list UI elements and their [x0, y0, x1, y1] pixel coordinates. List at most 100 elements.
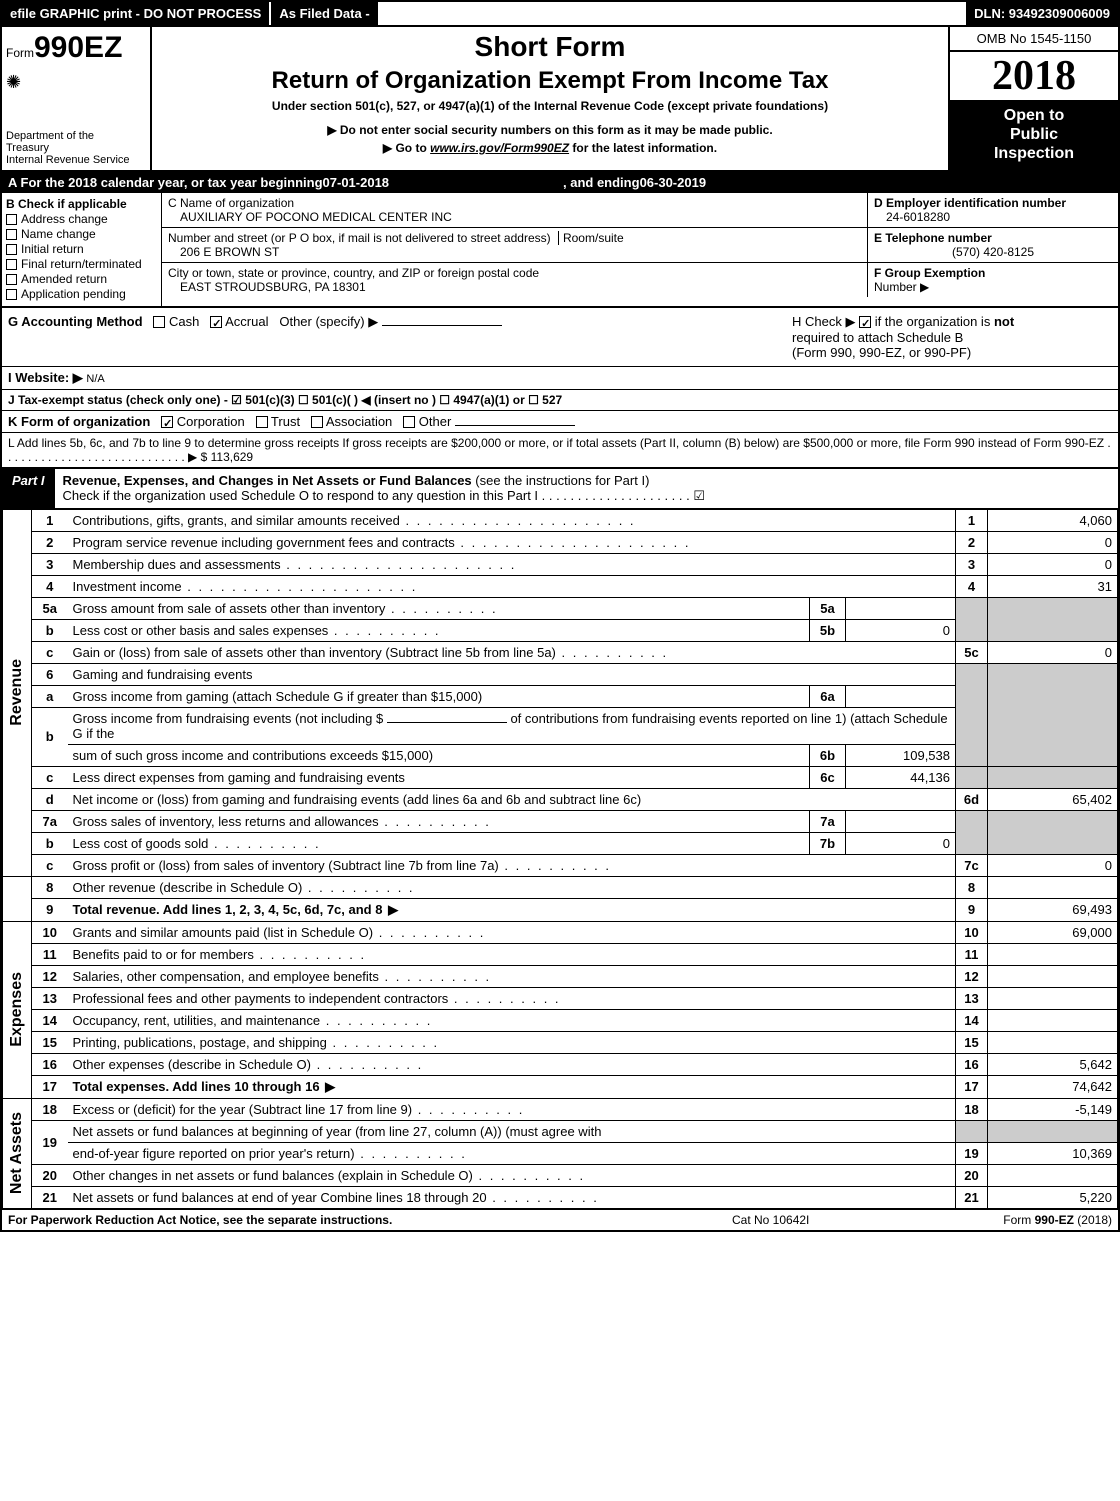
- under-section: Under section 501(c), 527, or 4947(a)(1)…: [160, 99, 940, 113]
- cell-E: E Telephone number (570) 420-8125: [868, 228, 1118, 263]
- topbar-efile: efile GRAPHIC print - DO NOT PROCESS: [2, 2, 269, 25]
- col-CDEF: C Name of organization AUXILIARY OF POCO…: [162, 193, 1118, 306]
- line-7a: 7a Gross sales of inventory, less return…: [3, 810, 1118, 832]
- chk-accrual[interactable]: [210, 316, 222, 328]
- room-label: Room/suite: [558, 231, 624, 245]
- footer: For Paperwork Reduction Act Notice, see …: [2, 1209, 1118, 1230]
- line-2: 2 Program service revenue including gove…: [3, 531, 1118, 553]
- cell-addr: Number and street (or P O box, if mail i…: [162, 228, 868, 263]
- line-8: 8 Other revenue (describe in Schedule O)…: [3, 876, 1118, 898]
- form-prefix: Form: [6, 46, 34, 60]
- row-I: I Website: ▶ N/A: [2, 367, 1118, 390]
- chk-corp[interactable]: [161, 416, 173, 428]
- addr-value: 206 E BROWN ST: [168, 245, 861, 259]
- line-4: 4 Investment income 4 31: [3, 575, 1118, 597]
- row-GH: G Accounting Method Cash Accrual Other (…: [2, 308, 1118, 367]
- contrib-amount-input[interactable]: [387, 722, 507, 723]
- row-L: L Add lines 5b, 6c, and 7b to line 9 to …: [2, 433, 1118, 469]
- open-line3: Inspection: [954, 144, 1114, 163]
- line-17: 17 Total expenses. Add lines 10 through …: [3, 1075, 1118, 1098]
- rowA-end: 06-30-2019: [640, 175, 707, 190]
- line-5c: c Gain or (loss) from sale of assets oth…: [3, 641, 1118, 663]
- cell-D: D Employer identification number 24-6018…: [868, 193, 1118, 228]
- col-G: G Accounting Method Cash Accrual Other (…: [8, 314, 792, 360]
- line-19a: 19 Net assets or fund balances at beginn…: [3, 1120, 1118, 1142]
- F-label: F Group Exemption: [874, 266, 985, 280]
- other-specify-input[interactable]: [382, 325, 502, 326]
- I-label: I Website: ▶: [8, 370, 83, 385]
- goto-prefix: ▶ Go to: [383, 141, 430, 155]
- chk-H[interactable]: [859, 316, 871, 328]
- topbar-asfiled: As Filed Data -: [269, 2, 377, 25]
- part1-table: Revenue 1 Contributions, gifts, grants, …: [2, 509, 1118, 1209]
- chk-assoc[interactable]: [311, 416, 323, 428]
- city-label: City or town, state or province, country…: [168, 266, 861, 280]
- C-label: C Name of organization: [168, 196, 861, 210]
- line-19b: end-of-year figure reported on prior yea…: [3, 1142, 1118, 1164]
- line-1: Revenue 1 Contributions, gifts, grants, …: [3, 509, 1118, 531]
- chk-cash[interactable]: [153, 316, 165, 328]
- header-center: Short Form Return of Organization Exempt…: [152, 27, 948, 170]
- chk-other-org[interactable]: [403, 416, 415, 428]
- chk-trust[interactable]: [256, 416, 268, 428]
- J-text: J Tax-exempt status (check only one) - ☑…: [8, 393, 562, 407]
- part1-title-bold: Revenue, Expenses, and Changes in Net As…: [63, 473, 472, 488]
- cell-C: C Name of organization AUXILIARY OF POCO…: [162, 193, 868, 228]
- tax-year: 2018: [950, 52, 1118, 100]
- line-6b: b Gross income from fundraising events (…: [3, 707, 1118, 744]
- line-13: 13 Professional fees and other payments …: [3, 987, 1118, 1009]
- rowA-begin: 07-01-2018: [323, 175, 390, 190]
- irs-icon: ✺: [6, 72, 146, 93]
- other-org-input[interactable]: [455, 425, 575, 426]
- phone-value: (570) 420-8125: [874, 245, 1112, 259]
- chk-initial-return[interactable]: Initial return: [6, 242, 157, 256]
- open-line1: Open to: [954, 106, 1114, 125]
- rowA-prefix: A For the 2018 calendar year, or tax yea…: [8, 175, 323, 190]
- chk-final-return[interactable]: Final return/terminated: [6, 257, 157, 271]
- dept-line2: Treasury: [6, 142, 146, 154]
- cell-city: City or town, state or province, country…: [162, 263, 868, 297]
- dept-label: Department of the Treasury Internal Reve…: [6, 130, 146, 166]
- line-6c: c Less direct expenses from gaming and f…: [3, 766, 1118, 788]
- city-value: EAST STROUDSBURG, PA 18301: [168, 280, 861, 294]
- chk-address-change[interactable]: Address change: [6, 212, 157, 226]
- dept-line1: Department of the: [6, 130, 146, 142]
- open-to-public: Open to Public Inspection: [950, 100, 1118, 170]
- section-B-to-F: B Check if applicable Address change Nam…: [2, 193, 1118, 308]
- omb-number: OMB No 1545-1150: [950, 27, 1118, 52]
- part1-label: Part I: [2, 469, 55, 508]
- chk-name-change[interactable]: Name change: [6, 227, 157, 241]
- topbar-gap: [378, 2, 966, 25]
- part1-sub: Check if the organization used Schedule …: [63, 488, 705, 503]
- G-label: G Accounting Method: [8, 314, 143, 329]
- D-label: D Employer identification number: [874, 196, 1112, 210]
- form-container: efile GRAPHIC print - DO NOT PROCESS As …: [0, 0, 1120, 1232]
- footer-left: For Paperwork Reduction Act Notice, see …: [8, 1213, 732, 1227]
- org-name: AUXILIARY OF POCONO MEDICAL CENTER INC: [168, 210, 861, 224]
- line-6a: a Gross income from gaming (attach Sched…: [3, 685, 1118, 707]
- return-title: Return of Organization Exempt From Incom…: [160, 67, 940, 95]
- row-K: K Form of organization Corporation Trust…: [2, 411, 1118, 433]
- header-left: Form990EZ ✺ Department of the Treasury I…: [2, 27, 152, 170]
- L-text: L Add lines 5b, 6c, and 7b to line 9 to …: [8, 436, 1111, 464]
- vlabel-expenses: Expenses: [3, 921, 32, 1098]
- ein-value: 24-6018280: [874, 210, 1112, 224]
- line-11: 11 Benefits paid to or for members 11: [3, 943, 1118, 965]
- line-6d: d Net income or (loss) from gaming and f…: [3, 788, 1118, 810]
- line-21: 21 Net assets or fund balances at end of…: [3, 1186, 1118, 1208]
- chk-amended-return[interactable]: Amended return: [6, 272, 157, 286]
- line-16: 16 Other expenses (describe in Schedule …: [3, 1053, 1118, 1075]
- line-3: 3 Membership dues and assessments 3 0: [3, 553, 1118, 575]
- rowA-mid: , and ending: [563, 175, 640, 190]
- goto-line: ▶ Go to www.irs.gov/Form990EZ for the la…: [160, 141, 940, 155]
- line-7c: c Gross profit or (loss) from sales of i…: [3, 854, 1118, 876]
- line-12: 12 Salaries, other compensation, and emp…: [3, 965, 1118, 987]
- goto-link[interactable]: www.irs.gov/Form990EZ: [430, 141, 569, 155]
- short-form-title: Short Form: [160, 31, 940, 63]
- line-14: 14 Occupancy, rent, utilities, and maint…: [3, 1009, 1118, 1031]
- addr-label: Number and street (or P O box, if mail i…: [168, 231, 551, 245]
- line-5b: b Less cost or other basis and sales exp…: [3, 619, 1118, 641]
- row-A: A For the 2018 calendar year, or tax yea…: [2, 172, 1118, 193]
- chk-application-pending[interactable]: Application pending: [6, 287, 157, 301]
- header-right: OMB No 1545-1150 2018 Open to Public Ins…: [948, 27, 1118, 170]
